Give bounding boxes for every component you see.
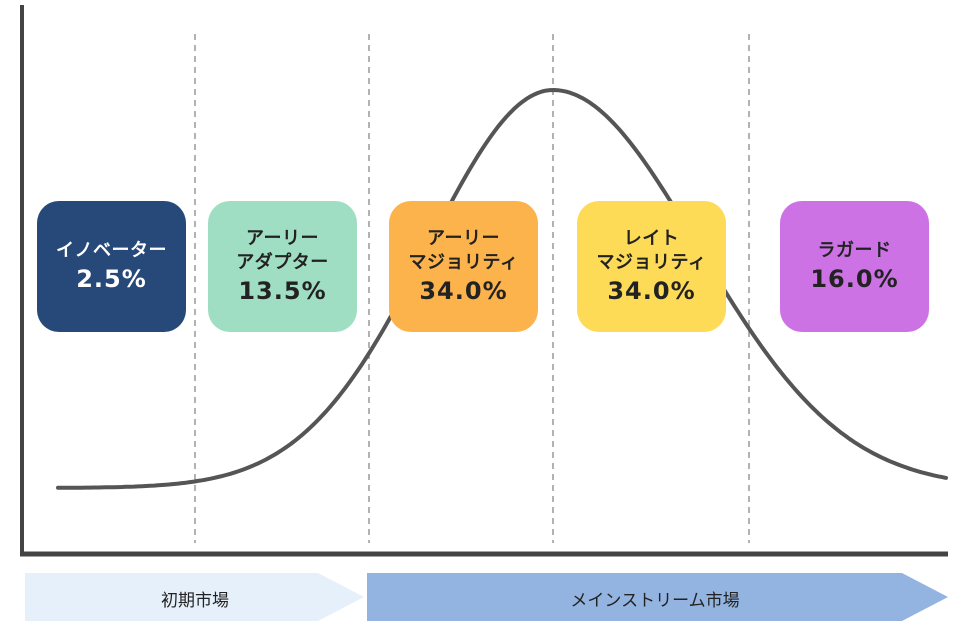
mainstream-market-arrow xyxy=(367,573,948,621)
segment-name: レイト マジョリティ xyxy=(596,227,707,273)
segment-name: イノベーター xyxy=(56,239,167,261)
segment-box-early-adopters: アーリー アダプター 13.5% xyxy=(208,201,357,332)
mainstream-market-label: メインストリーム市場 xyxy=(570,591,740,611)
segment-name: ラガード xyxy=(817,239,892,261)
segment-box-laggards: ラガード 16.0% xyxy=(780,201,929,332)
segment-box-early-majority: アーリー マジョリティ 34.0% xyxy=(389,201,538,332)
segment-percent: 34.0% xyxy=(607,276,696,305)
segment-name: アーリー マジョリティ xyxy=(408,227,519,273)
adoption-bell-curve xyxy=(56,88,948,490)
segment-percent: 34.0% xyxy=(419,276,508,305)
segment-percent: 16.0% xyxy=(810,264,899,293)
segment-percent: 13.5% xyxy=(238,276,327,305)
early-market-arrow xyxy=(25,573,364,621)
early-market-label: 初期市場 xyxy=(161,591,229,611)
segment-box-late-majority: レイト マジョリティ 34.0% xyxy=(577,201,726,332)
segment-percent: 2.5% xyxy=(76,264,147,293)
segment-box-innovators: イノベーター 2.5% xyxy=(37,201,186,332)
segment-name: アーリー アダプター xyxy=(236,227,329,273)
